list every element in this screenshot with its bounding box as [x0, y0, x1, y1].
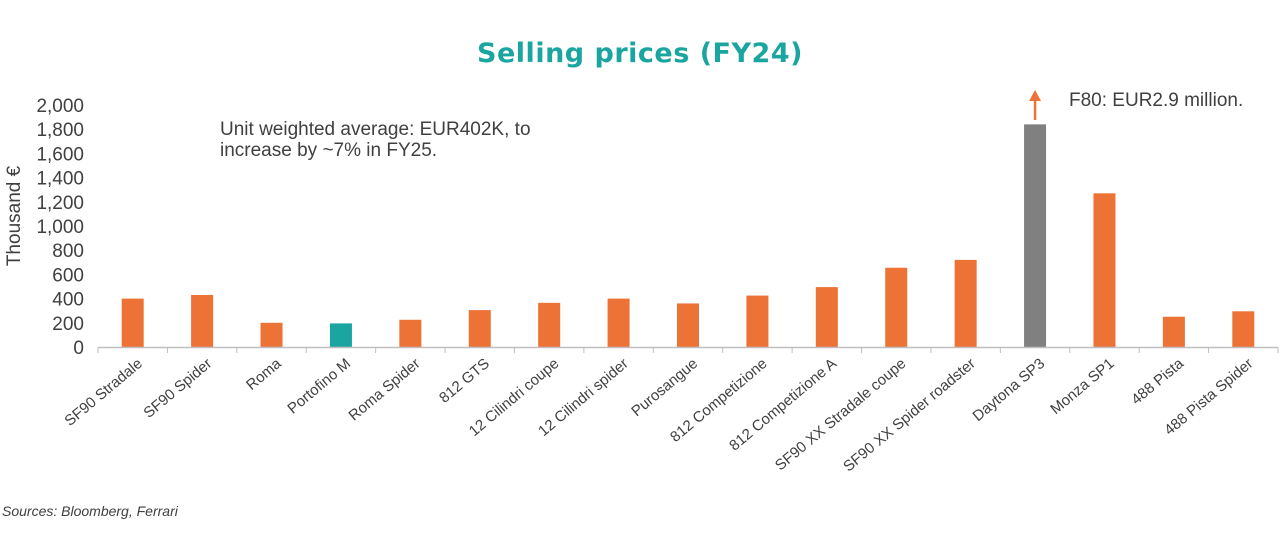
y-tick-label: 800	[52, 241, 84, 262]
y-tick-label: 1,400	[36, 169, 84, 190]
y-tick-label: 1,800	[36, 120, 84, 141]
average-annotation-line2: increase by ~7% in FY25.	[220, 140, 438, 161]
chart-title: Selling prices (FY24)	[477, 38, 803, 69]
bar	[677, 303, 699, 347]
arrow-head	[1029, 90, 1042, 101]
x-tick-label: Purosangue	[628, 355, 701, 420]
f80-annotation: F80: EUR2.9 million.	[1069, 90, 1244, 111]
bar	[746, 295, 769, 347]
x-tick-label: SF90 Spider	[140, 355, 215, 422]
up-arrow-icon	[1029, 90, 1042, 120]
bar	[191, 294, 214, 347]
x-tick-label: Portofino M	[284, 355, 354, 417]
bars-group	[121, 124, 1255, 347]
x-tick-label: 812 GTS	[436, 355, 493, 407]
bar	[815, 287, 838, 347]
bar	[954, 259, 977, 347]
y-tick-label: 1,200	[36, 193, 84, 214]
bar	[607, 298, 630, 347]
x-tick-label: SF90 XX Stradale coupe	[772, 355, 909, 474]
y-axis: 0 200 400 600 800 1,000 1,200 1,400 1,600 1,800 2,…	[36, 96, 84, 359]
y-tick-label: 1,600	[36, 144, 84, 165]
bar	[1093, 193, 1116, 347]
bar	[468, 310, 491, 347]
y-tick-label: 200	[52, 314, 84, 335]
bar	[399, 319, 422, 347]
y-tick-label: 1,000	[36, 217, 84, 238]
average-annotation-line1: Unit weighted average: EUR402K, to	[220, 119, 531, 140]
bar	[1162, 316, 1185, 347]
y-tick-label: 600	[52, 265, 84, 286]
average-annotation: Unit weighted average: EUR402K, to incre…	[220, 119, 531, 161]
bar	[1024, 124, 1047, 347]
bar	[329, 323, 352, 347]
y-tick-label: 2,000	[36, 96, 84, 117]
x-tick-label: 488 Pista	[1128, 355, 1187, 409]
y-tick-label: 0	[73, 338, 84, 359]
x-tick-label: Roma	[243, 355, 285, 394]
source-note: Sources: Bloomberg, Ferrari	[2, 503, 178, 519]
x-tick-label: Monza SP1	[1047, 355, 1117, 418]
x-tick-label: SF90 Stradale	[61, 355, 145, 430]
bar	[1232, 311, 1255, 347]
bar	[885, 267, 908, 347]
x-tick-label: SF90 XX Spider roadster	[840, 355, 979, 475]
x-tick-label: Daytona SP3	[970, 355, 1049, 425]
x-axis	[97, 346, 1279, 353]
y-axis-label: Thousand €	[4, 165, 25, 266]
x-tick-label: Roma Spider	[345, 355, 423, 424]
bar	[538, 302, 561, 347]
bar	[121, 298, 144, 347]
bar	[260, 322, 283, 347]
y-tick-label: 400	[52, 290, 84, 311]
